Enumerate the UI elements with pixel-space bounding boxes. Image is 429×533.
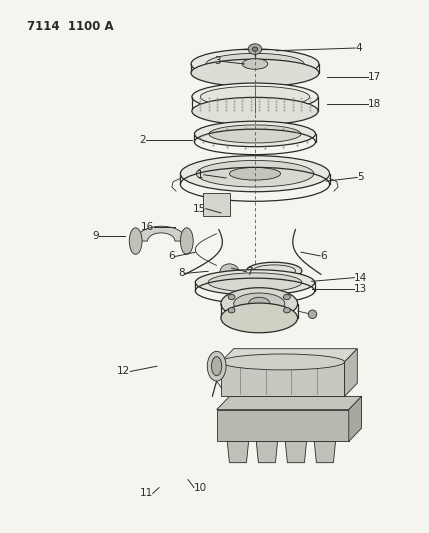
Ellipse shape (234, 293, 285, 314)
Polygon shape (217, 397, 362, 410)
Polygon shape (344, 349, 357, 397)
Text: 8: 8 (178, 269, 184, 278)
Text: 7114  1100 A: 7114 1100 A (27, 20, 114, 33)
Ellipse shape (196, 160, 314, 187)
Ellipse shape (284, 294, 290, 300)
Ellipse shape (192, 83, 318, 111)
Text: 14: 14 (354, 273, 368, 282)
Text: 11: 11 (139, 488, 153, 498)
Ellipse shape (221, 288, 298, 319)
Text: 16: 16 (141, 222, 154, 232)
Polygon shape (349, 397, 362, 441)
Text: 12: 12 (117, 367, 130, 376)
Text: 3: 3 (214, 56, 221, 66)
Text: 6: 6 (169, 252, 175, 261)
Ellipse shape (200, 86, 310, 108)
Text: 4: 4 (355, 43, 362, 53)
Ellipse shape (242, 59, 268, 69)
Polygon shape (314, 441, 335, 463)
Ellipse shape (206, 199, 214, 210)
Ellipse shape (191, 49, 319, 79)
Polygon shape (221, 362, 344, 397)
Text: 2: 2 (140, 135, 146, 146)
Text: 17: 17 (368, 71, 381, 82)
Polygon shape (285, 441, 307, 463)
Ellipse shape (220, 264, 239, 280)
Ellipse shape (221, 303, 298, 333)
Ellipse shape (308, 310, 317, 318)
Ellipse shape (208, 273, 302, 292)
Polygon shape (221, 349, 357, 362)
Ellipse shape (221, 354, 344, 370)
Text: 15: 15 (193, 204, 206, 214)
Ellipse shape (252, 47, 257, 51)
Ellipse shape (247, 262, 302, 279)
Ellipse shape (207, 351, 226, 381)
Ellipse shape (248, 297, 270, 310)
Ellipse shape (209, 125, 301, 143)
FancyBboxPatch shape (203, 193, 230, 216)
Ellipse shape (129, 228, 142, 254)
Ellipse shape (195, 270, 314, 295)
Ellipse shape (228, 294, 235, 300)
Ellipse shape (230, 167, 281, 180)
Ellipse shape (194, 121, 315, 147)
Polygon shape (217, 410, 349, 441)
Polygon shape (256, 441, 278, 463)
Ellipse shape (284, 308, 290, 313)
Text: 18: 18 (368, 99, 381, 109)
Text: 5: 5 (357, 172, 364, 182)
Ellipse shape (228, 308, 235, 313)
Ellipse shape (211, 357, 222, 376)
Ellipse shape (191, 59, 319, 87)
Ellipse shape (181, 228, 193, 254)
Ellipse shape (192, 98, 318, 125)
Text: 10: 10 (194, 482, 207, 492)
Ellipse shape (206, 53, 304, 75)
Text: 6: 6 (320, 251, 327, 261)
Ellipse shape (248, 44, 262, 54)
Ellipse shape (181, 156, 329, 192)
Text: 9: 9 (92, 231, 99, 241)
Text: 7: 7 (247, 267, 253, 277)
Text: 1: 1 (197, 170, 204, 180)
Polygon shape (227, 441, 248, 463)
Polygon shape (136, 226, 187, 241)
Text: 13: 13 (354, 284, 368, 294)
